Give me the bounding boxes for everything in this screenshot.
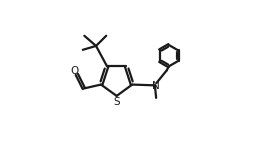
Text: S: S [113,97,120,107]
Text: O: O [71,66,79,76]
Text: N: N [152,81,160,91]
